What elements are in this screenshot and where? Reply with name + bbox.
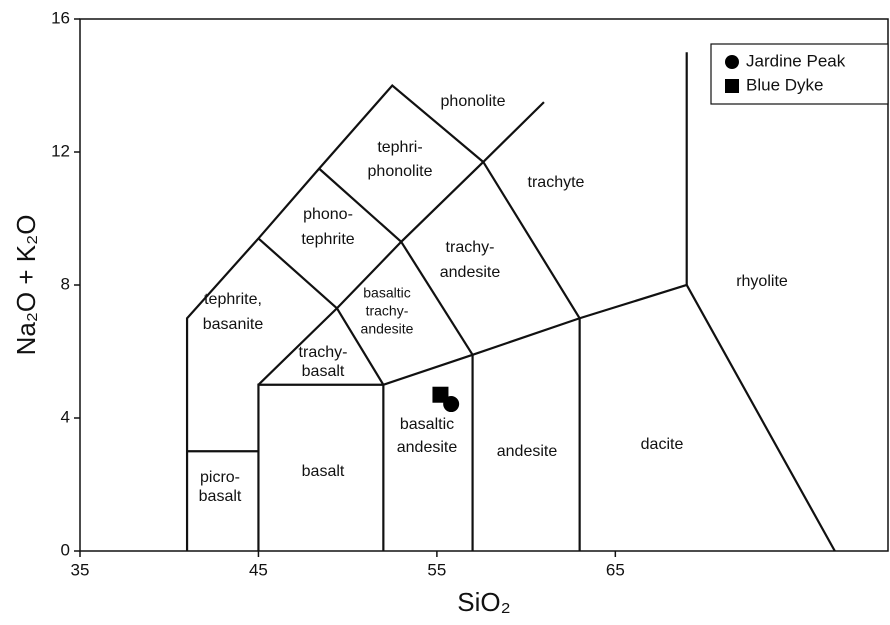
field-label: trachy- — [446, 239, 495, 256]
y-tick-label: 8 — [61, 274, 70, 293]
x-tick-label: 55 — [427, 560, 446, 579]
x-tick-label: 45 — [249, 560, 268, 579]
field-label: basalt — [302, 363, 345, 380]
x-tick-label: 35 — [71, 560, 90, 579]
field-label: phonolite — [368, 163, 433, 180]
field-boundary — [400, 241, 474, 356]
field-label: trachy- — [366, 303, 409, 319]
field-boundary — [318, 167, 402, 243]
field-boundary — [257, 237, 338, 310]
y-tick-label: 4 — [61, 407, 70, 426]
data-point — [432, 386, 449, 403]
y-tick-label: 16 — [51, 8, 70, 27]
field-label: phono- — [303, 206, 353, 223]
field-label: basaltic — [400, 416, 454, 433]
field-label: tephri- — [377, 139, 422, 156]
legend-label: Jardine Peak — [746, 51, 846, 70]
field-label: basalt — [199, 488, 242, 505]
x-tick-label: 65 — [606, 560, 625, 579]
field-label: tephrite — [301, 231, 354, 248]
field-label: basalt — [302, 463, 345, 480]
legend-marker — [725, 79, 739, 93]
legend-box — [710, 43, 889, 105]
field-boundary — [336, 307, 385, 386]
field-label: andesite — [440, 264, 501, 281]
field-label: basanite — [203, 316, 264, 333]
field-label: basaltic — [363, 285, 410, 301]
field-boundary — [257, 283, 836, 552]
field-label: picro- — [200, 469, 240, 486]
field-label: andesite — [361, 321, 414, 337]
field-label: dacite — [641, 436, 684, 453]
y-axis-title: Na₂O + K₂O — [11, 215, 41, 356]
field-label: phonolite — [441, 93, 506, 110]
field-label: andesite — [497, 443, 558, 460]
y-tick-label: 12 — [51, 141, 70, 160]
legend-marker — [725, 55, 739, 69]
field-label: trachyte — [528, 174, 585, 191]
field-label: trachy- — [299, 344, 348, 361]
field-label: tephrite, — [204, 291, 262, 308]
field-label: andesite — [397, 439, 458, 456]
field-boundary — [185, 83, 581, 551]
x-axis-title: SiO₂ — [457, 587, 510, 617]
legend-label: Blue Dyke — [746, 75, 823, 94]
field-label: rhyolite — [736, 273, 788, 290]
y-tick-label: 0 — [61, 540, 70, 559]
